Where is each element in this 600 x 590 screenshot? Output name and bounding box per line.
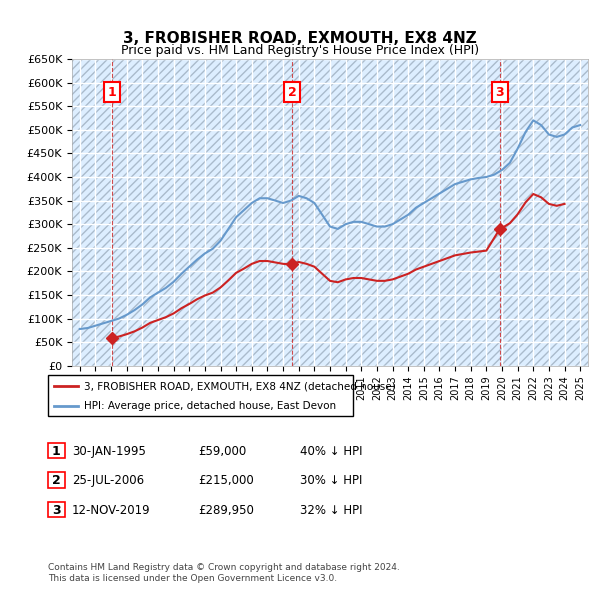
Text: 3, FROBISHER ROAD, EXMOUTH, EX8 4NZ: 3, FROBISHER ROAD, EXMOUTH, EX8 4NZ <box>123 31 477 46</box>
Text: Contains HM Land Registry data © Crown copyright and database right 2024.
This d: Contains HM Land Registry data © Crown c… <box>48 563 400 583</box>
Text: 40% ↓ HPI: 40% ↓ HPI <box>300 445 362 458</box>
Text: HPI: Average price, detached house, East Devon: HPI: Average price, detached house, East… <box>84 401 336 411</box>
Text: 2: 2 <box>52 474 61 487</box>
Text: 12-NOV-2019: 12-NOV-2019 <box>72 504 151 517</box>
Text: £59,000: £59,000 <box>198 445 246 458</box>
Text: £215,000: £215,000 <box>198 474 254 487</box>
Text: 30% ↓ HPI: 30% ↓ HPI <box>300 474 362 487</box>
Text: 3, FROBISHER ROAD, EXMOUTH, EX8 4NZ (detached house): 3, FROBISHER ROAD, EXMOUTH, EX8 4NZ (det… <box>84 381 395 391</box>
Text: 32% ↓ HPI: 32% ↓ HPI <box>300 504 362 517</box>
Text: Price paid vs. HM Land Registry's House Price Index (HPI): Price paid vs. HM Land Registry's House … <box>121 44 479 57</box>
Text: 1: 1 <box>108 86 117 99</box>
Text: 1: 1 <box>52 445 61 458</box>
Text: £289,950: £289,950 <box>198 504 254 517</box>
Text: 25-JUL-2006: 25-JUL-2006 <box>72 474 144 487</box>
Text: 3: 3 <box>52 504 61 517</box>
Text: 2: 2 <box>287 86 296 99</box>
Text: 3: 3 <box>496 86 504 99</box>
Text: 30-JAN-1995: 30-JAN-1995 <box>72 445 146 458</box>
